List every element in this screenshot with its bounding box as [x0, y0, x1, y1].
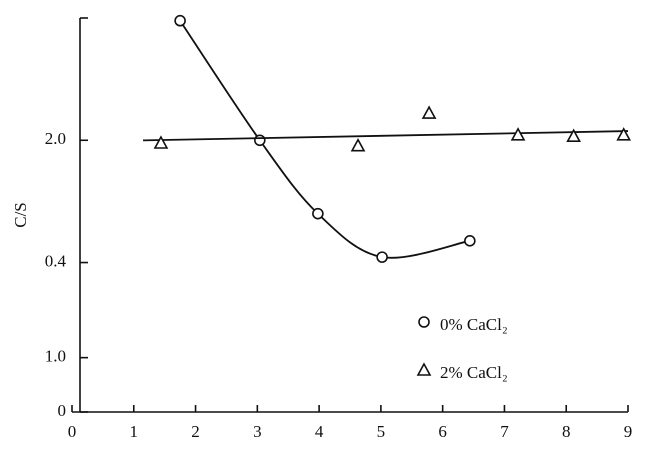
- x-tick-label: 0: [68, 422, 77, 441]
- legend-label: 2% CaCl₂: [440, 363, 508, 382]
- y-tick-label: 0: [58, 401, 67, 420]
- triangle-point: [350, 138, 366, 152]
- y-tick-label: 0.4: [45, 251, 67, 270]
- circle-point: [464, 235, 476, 247]
- x-tick-label: 4: [315, 422, 324, 441]
- y-axis-label: C/S: [11, 202, 30, 228]
- x-tick-label: 9: [624, 422, 633, 441]
- triangle-point: [153, 135, 169, 149]
- triangle-point: [416, 362, 432, 376]
- y-tick-label: 2.0: [45, 129, 66, 148]
- x-tick-label: 6: [438, 422, 447, 441]
- triangle-point: [421, 105, 437, 119]
- x-tick-label: 8: [562, 422, 571, 441]
- x-tick-label: 2: [191, 422, 200, 441]
- x-tick-label: 5: [377, 422, 386, 441]
- triangle-point: [510, 127, 526, 141]
- triangle-point: [566, 128, 581, 142]
- y-tick-label: 1.0: [45, 347, 66, 366]
- triangle-point: [616, 127, 632, 141]
- circle-point: [174, 14, 186, 27]
- x-tick-label: 7: [500, 422, 509, 441]
- x-tick-label: 1: [130, 422, 139, 441]
- x-tick-label: 3: [253, 422, 262, 441]
- legend-label: 0% CaCl₂: [440, 315, 508, 334]
- circle-point: [376, 251, 388, 263]
- circle-point: [418, 316, 430, 328]
- fit-line: [143, 130, 629, 142]
- circle-point: [312, 207, 324, 220]
- circle-point: [254, 134, 266, 147]
